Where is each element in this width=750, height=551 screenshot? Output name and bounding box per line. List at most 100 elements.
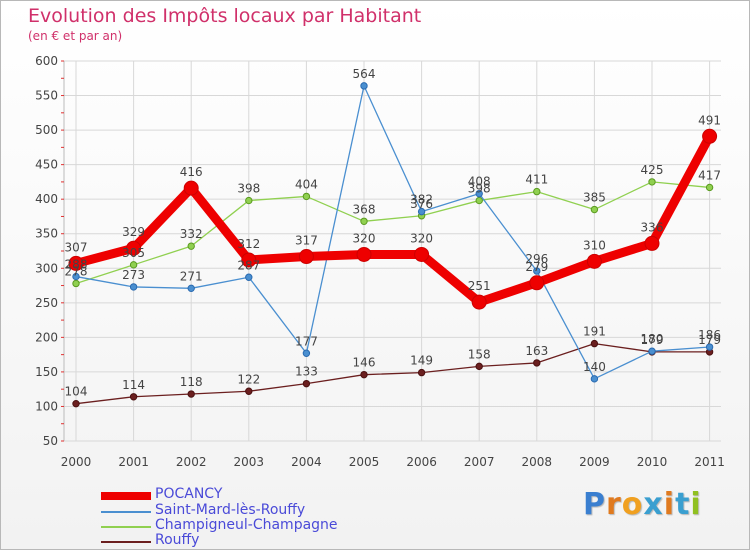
data-label-rouffy: 191 — [583, 325, 606, 339]
grid-layer — [64, 60, 721, 442]
data-label-pocancy: 317 — [295, 234, 318, 248]
data-point-saint_mard — [705, 343, 714, 351]
legend-swatch-pocancy — [101, 492, 151, 500]
data-label-champigneul: 398 — [237, 182, 260, 196]
series-line-rouffy — [75, 342, 711, 405]
x-tick-label: 2010 — [637, 455, 668, 469]
data-point-champigneul — [475, 196, 483, 205]
data-point-champigneul — [533, 187, 541, 196]
data-point-rouffy — [302, 379, 311, 388]
y-tick-label: 350 — [35, 227, 58, 241]
data-label-saint_mard: 564 — [353, 67, 376, 81]
y-tick-label: 150 — [35, 365, 58, 379]
data-label-saint_mard: 140 — [583, 360, 606, 374]
legend-swatch-saint-mard — [101, 511, 151, 513]
data-label-saint_mard: 273 — [122, 268, 145, 282]
x-tick-label: 2009 — [579, 455, 610, 469]
x-tick-label: 2008 — [522, 455, 553, 469]
data-label-pocancy: 320 — [353, 231, 376, 245]
data-label-champigneul: 404 — [295, 177, 318, 191]
y-tick-label: 300 — [35, 261, 58, 275]
data-point-saint_mard — [129, 283, 138, 291]
data-label-rouffy: 163 — [525, 344, 548, 358]
data-label-pocancy: 336 — [641, 220, 664, 234]
series-line-champigneul — [75, 181, 711, 285]
chart-subtitle: (en € et par an) — [28, 29, 123, 43]
logo-letter: t — [675, 487, 691, 522]
data-point-champigneul — [245, 196, 253, 205]
data-point-saint_mard — [417, 207, 426, 216]
logo-letter: i — [663, 487, 676, 522]
data-label-rouffy: 179 — [698, 333, 721, 347]
data-point-saint_mard — [187, 284, 195, 293]
data-label-pocancy: 320 — [410, 231, 433, 245]
data-point-champigneul — [705, 183, 714, 192]
y-tick-label: 100 — [35, 399, 58, 413]
logo-letter: i — [690, 487, 702, 522]
data-label-pocancy: 279 — [525, 260, 548, 274]
x-tick-label: 2000 — [61, 455, 92, 469]
proxiti-logo: Proxiti — [583, 487, 702, 522]
legend-label-saint-mard: Saint-Mard-lès-Rouffy — [155, 502, 306, 518]
x-tick-label: 2011 — [694, 455, 725, 469]
data-label-saint_mard: 186 — [698, 328, 721, 342]
data-point-rouffy — [475, 362, 483, 371]
data-label-champigneul: 425 — [641, 163, 664, 177]
data-point-rouffy — [417, 368, 426, 377]
data-label-rouffy: 118 — [180, 375, 203, 389]
legend-swatch-champigneul — [101, 526, 151, 528]
data-point-champigneul — [187, 242, 195, 250]
series-line-saint_mard — [75, 85, 711, 380]
data-point-pocancy — [644, 235, 660, 251]
data-point-rouffy — [187, 390, 195, 398]
x-tick-label: 2004 — [291, 455, 322, 469]
data-point-pocancy — [702, 128, 718, 144]
data-label-rouffy: 149 — [410, 354, 433, 368]
data-point-saint_mard — [245, 273, 253, 281]
data-point-pocancy — [414, 246, 430, 262]
y-tick-label: 600 — [35, 54, 58, 68]
data-point-pocancy — [529, 275, 545, 291]
data-label-champigneul: 411 — [525, 173, 548, 187]
x-tick-label: 2001 — [118, 455, 149, 469]
data-label-champigneul: 398 — [468, 182, 491, 196]
data-label-saint_mard: 271 — [180, 269, 203, 283]
data-label-champigneul: 332 — [180, 227, 203, 241]
data-label-pocancy: 491 — [698, 113, 721, 127]
data-point-pocancy — [183, 180, 199, 196]
x-tick-label: 2006 — [406, 455, 437, 469]
data-label-rouffy: 146 — [353, 356, 376, 370]
data-label-rouffy: 179 — [641, 333, 664, 347]
data-point-pocancy — [471, 294, 487, 310]
data-label-pocancy: 251 — [468, 279, 491, 293]
logo-letter: x — [643, 487, 664, 522]
data-label-saint_mard: 408 — [468, 175, 491, 189]
data-label-saint_mard: 180 — [641, 332, 664, 346]
y-tick-label: 250 — [35, 296, 58, 310]
data-point-saint_mard — [302, 349, 311, 357]
x-tick-label: 2007 — [464, 455, 495, 469]
data-label-champigneul: 385 — [583, 191, 606, 205]
data-label-pocancy: 416 — [180, 165, 203, 179]
data-point-rouffy — [72, 399, 80, 408]
data-point-champigneul — [360, 217, 368, 225]
logo-letter: P — [583, 487, 606, 522]
data-label-champigneul: 368 — [353, 202, 376, 216]
data-point-saint_mard — [360, 82, 368, 90]
data-point-pocancy — [68, 255, 84, 271]
data-label-rouffy: 122 — [237, 372, 260, 386]
data-point-champigneul — [648, 178, 656, 186]
legend-label-rouffy: Rouffy — [155, 532, 200, 548]
y-tick-label: 500 — [35, 123, 58, 137]
data-point-pocancy — [298, 249, 314, 265]
data-point-rouffy — [533, 359, 541, 367]
data-label-pocancy: 312 — [237, 237, 260, 251]
data-label-champigneul: 278 — [65, 264, 88, 278]
series-line-pocancy — [71, 131, 715, 307]
legend-label-champigneul: Champigneul-Champagne — [155, 517, 338, 533]
x-tick-label: 2005 — [349, 455, 380, 469]
data-point-rouffy — [245, 387, 253, 395]
data-point-pocancy — [356, 246, 372, 262]
